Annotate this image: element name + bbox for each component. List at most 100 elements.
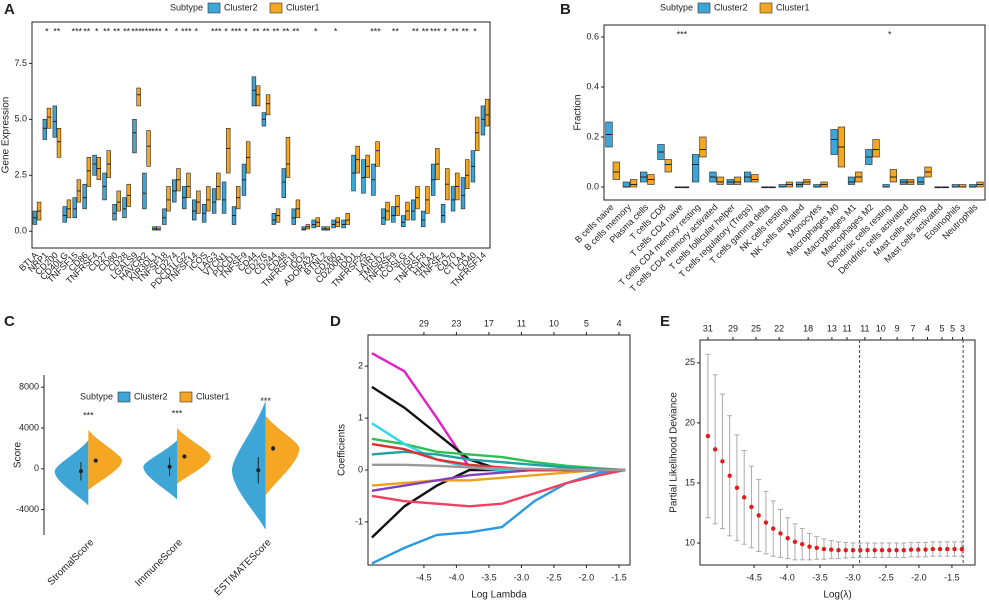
point (712, 447, 718, 452)
legend-label: Cluster2 (224, 2, 258, 12)
significance: *** (430, 26, 441, 36)
significance: *** (677, 29, 688, 39)
y-axis-label: Partial Likelihood Deviance (669, 392, 680, 513)
box (716, 176, 724, 185)
y-tick-label: 25 (685, 357, 695, 367)
box (401, 215, 406, 228)
point (858, 548, 863, 553)
significance: * (45, 26, 49, 36)
top-tick-label: 22 (774, 323, 784, 333)
top-tick-label: 23 (451, 318, 461, 328)
box (420, 210, 426, 228)
box (395, 195, 400, 216)
point (756, 513, 761, 518)
y-tick-label: 0 (34, 463, 39, 473)
point (821, 546, 827, 552)
x-tick-label: -1.5 (944, 572, 960, 582)
y-tick-label: 2.5 (14, 170, 27, 180)
point (763, 520, 769, 525)
point (792, 539, 798, 545)
box (192, 199, 197, 221)
y-tick-label: 0.6 (586, 31, 599, 41)
point (807, 544, 812, 549)
violin (231, 400, 266, 530)
point (785, 536, 790, 541)
legend-key (207, 2, 221, 14)
point (908, 547, 914, 552)
legend-label: Cluster2 (714, 2, 748, 12)
point (771, 526, 776, 531)
y-axis-label: Fraction (573, 94, 584, 130)
x-tick-label: -3.5 (481, 572, 497, 582)
significance: ** (123, 26, 131, 36)
box (474, 116, 480, 151)
point (814, 545, 819, 551)
box (112, 204, 117, 221)
x-tick-label: -3.0 (845, 572, 861, 582)
top-tick-label: 9 (895, 323, 900, 333)
box (331, 219, 336, 229)
box (291, 208, 296, 225)
significance: * (244, 26, 248, 36)
box (612, 161, 620, 180)
y-tick-label: 15 (685, 477, 695, 487)
point (959, 546, 965, 552)
x-tick-label: -2.5 (546, 572, 562, 582)
point (734, 485, 740, 490)
violin (54, 440, 89, 506)
coefficient-path (371, 468, 626, 565)
box (465, 159, 470, 190)
significance: *** (72, 26, 83, 36)
box (56, 127, 62, 158)
top-tick-label: 3 (960, 323, 965, 333)
legend-label: Cluster1 (776, 2, 810, 12)
top-tick-label: 13 (827, 323, 837, 333)
box (122, 197, 127, 219)
box (622, 181, 630, 188)
box (391, 206, 396, 223)
panel-label: B (560, 1, 571, 18)
box (281, 168, 286, 198)
box (751, 174, 759, 183)
top-tick-label: 10 (549, 318, 559, 328)
box (221, 181, 227, 214)
x-tick-label: -4.0 (779, 572, 795, 582)
y-tick-label: 8000 (19, 382, 39, 392)
box (271, 213, 277, 225)
y-tick-label: 5.0 (14, 114, 27, 124)
y-tick-label: 0.2 (586, 131, 599, 141)
point (901, 548, 906, 553)
top-tick-label: 11 (842, 323, 851, 333)
top-tick-label: 31 (703, 323, 713, 333)
y-tick-label: 0.4 (586, 81, 599, 91)
x-tick-label: -2.0 (911, 572, 927, 582)
box (142, 172, 147, 210)
plot-frame (699, 339, 976, 566)
box (136, 87, 141, 107)
significance: *** (211, 26, 222, 36)
x-tick-label: -2.0 (579, 572, 595, 582)
box (42, 119, 48, 140)
significance: * (195, 26, 199, 36)
y-axis-label: Gene Expression (1, 97, 12, 174)
box (146, 130, 151, 167)
box (692, 154, 700, 183)
box (92, 154, 97, 176)
box (664, 159, 672, 173)
top-tick-label: 4 (925, 323, 930, 333)
significance: * (95, 26, 99, 36)
box (341, 219, 346, 229)
box (211, 188, 217, 214)
top-tick-label: 11 (517, 318, 526, 328)
point (749, 504, 754, 510)
y-tick-label: 0.0 (586, 181, 599, 191)
violin (265, 415, 300, 496)
mean-point (271, 446, 276, 451)
significance: ** (262, 26, 270, 36)
category-label: ESTIMATEScore (213, 537, 274, 598)
box (251, 76, 257, 107)
significance: *** (172, 408, 183, 418)
box (166, 186, 171, 212)
box (265, 94, 271, 116)
significance: ** (253, 26, 261, 36)
